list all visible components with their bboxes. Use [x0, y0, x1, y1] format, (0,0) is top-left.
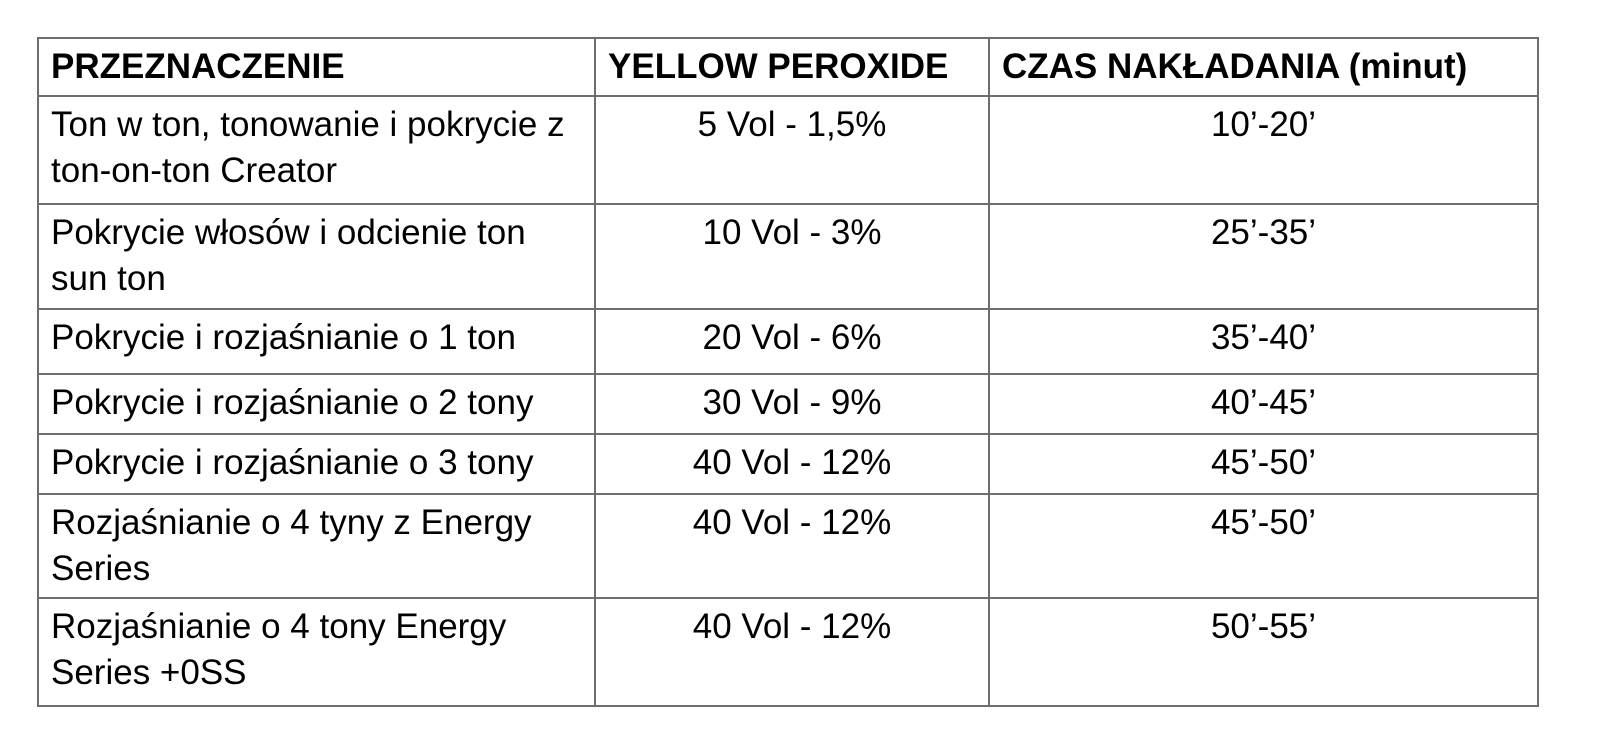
- cell-peroxide: 5 Vol - 1,5%: [594, 95, 990, 206]
- cell-peroxide: 40 Vol - 12%: [594, 492, 990, 599]
- table-row: Pokrycie i rozjaśnianie o 1 ton 20 Vol -…: [37, 307, 1539, 375]
- table-row: Ton w ton, tonowanie i pokrycie z ton-on…: [37, 95, 1539, 206]
- table-row: Pokrycie włosów i odcienie ton sun ton 1…: [37, 203, 1539, 310]
- cell-czas: 45’-50’: [988, 432, 1539, 495]
- cell-czas: 45’-50’: [988, 492, 1539, 599]
- table-row: Rozjaśnianie o 4 tony Energy Series +0SS…: [37, 596, 1539, 707]
- cell-peroxide: 40 Vol - 12%: [594, 432, 990, 495]
- cell-peroxide: 10 Vol - 3%: [594, 203, 990, 310]
- header-yellow-peroxide: YELLOW PEROXIDE: [594, 36, 990, 98]
- cell-przeznaczenie: Pokrycie i rozjaśnianie o 2 tony: [37, 372, 596, 435]
- cell-przeznaczenie: Pokrycie i rozjaśnianie o 1 ton: [37, 307, 596, 375]
- header-przeznaczenie: PRZEZNACZENIE: [37, 36, 596, 98]
- cell-czas: 50’-55’: [988, 596, 1539, 707]
- cell-peroxide: 20 Vol - 6%: [594, 307, 990, 375]
- table-row: Rozjaśnianie o 4 tyny z Energy Series 40…: [37, 492, 1539, 599]
- cell-przeznaczenie: Rozjaśnianie o 4 tony Energy Series +0SS: [37, 596, 596, 707]
- cell-czas: 25’-35’: [988, 203, 1539, 310]
- cell-czas: 40’-45’: [988, 372, 1539, 435]
- cell-przeznaczenie: Pokrycie i rozjaśnianie o 3 tony: [37, 432, 596, 495]
- header-czas-nakladania: CZAS NAKŁADANIA (minut): [988, 36, 1539, 98]
- cell-przeznaczenie: Rozjaśnianie o 4 tyny z Energy Series: [37, 492, 596, 599]
- table-row: Pokrycie i rozjaśnianie o 2 tony 30 Vol …: [37, 372, 1539, 435]
- header-row: PRZEZNACZENIE YELLOW PEROXIDE CZAS NAKŁA…: [37, 36, 1539, 98]
- cell-czas: 35’-40’: [988, 307, 1539, 375]
- cell-peroxide: 40 Vol - 12%: [594, 596, 990, 707]
- cell-przeznaczenie: Ton w ton, tonowanie i pokrycie z ton-on…: [37, 95, 596, 206]
- cell-przeznaczenie: Pokrycie włosów i odcienie ton sun ton: [37, 203, 596, 310]
- table-row: Pokrycie i rozjaśnianie o 3 tony 40 Vol …: [37, 432, 1539, 495]
- cell-peroxide: 30 Vol - 9%: [594, 372, 990, 435]
- peroxide-table: PRZEZNACZENIE YELLOW PEROXIDE CZAS NAKŁA…: [37, 36, 1539, 707]
- cell-czas: 10’-20’: [988, 95, 1539, 206]
